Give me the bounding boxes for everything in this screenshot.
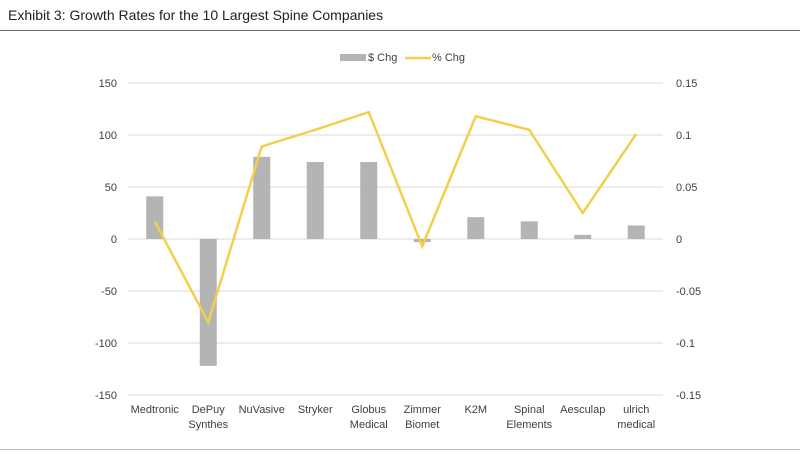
left-axis-tick-label: 50 xyxy=(105,182,117,194)
bar xyxy=(306,162,324,239)
bar xyxy=(253,156,271,239)
left-axis-tick-label: 0 xyxy=(111,234,117,246)
right-axis-tick-label: 0.1 xyxy=(676,130,691,142)
title-divider xyxy=(0,30,800,31)
left-axis-tick-label: -150 xyxy=(95,390,117,402)
right-axis-tick-label: -0.15 xyxy=(676,390,701,402)
legend: $ Chg % Chg xyxy=(340,52,465,64)
category-label: ulrich medical xyxy=(617,404,655,431)
legend-swatch-bar xyxy=(340,54,366,61)
legend-label: $ Chg xyxy=(368,52,397,64)
left-axis-tick-label: 150 xyxy=(99,78,117,90)
category-label: Globus Medical xyxy=(350,404,388,431)
right-axis-tick-label: -0.05 xyxy=(676,286,701,298)
left-axis-tick-label: -100 xyxy=(95,338,117,350)
bar xyxy=(574,234,592,239)
bar xyxy=(467,217,485,239)
line-series xyxy=(153,110,638,326)
category-label: Zimmer Biomet xyxy=(404,404,442,431)
right-axis-tick-label: 0 xyxy=(676,234,682,246)
right-axis-tick-label: -0.1 xyxy=(676,338,695,350)
left-axis-tick-label: -50 xyxy=(101,286,117,298)
bar-series xyxy=(146,156,645,366)
category-label: NuVasive xyxy=(239,404,285,416)
category-label: Stryker xyxy=(298,404,333,416)
category-label: Aesculap xyxy=(560,404,605,416)
category-label: K2M xyxy=(464,404,487,416)
right-axis-tick-label: 0.15 xyxy=(676,78,697,90)
exhibit-title: Exhibit 3: Growth Rates for the 10 Large… xyxy=(8,7,384,23)
bottom-divider xyxy=(0,449,800,450)
legend-label: % Chg xyxy=(432,52,465,64)
left-axis-tick-label: 100 xyxy=(99,130,117,142)
category-label: Medtronic xyxy=(131,404,180,416)
bar xyxy=(413,239,431,243)
right-axis-tick-label: 0.05 xyxy=(676,182,697,194)
category-labels: Medtronic DePuy Synthes NuVasive Stryker Glob… xyxy=(131,404,656,431)
bar xyxy=(199,239,217,366)
left-axis-ticks: 150 100 50 0 -50 -100 -150 xyxy=(95,78,117,402)
bar xyxy=(360,162,378,239)
category-label: Spinal Elements xyxy=(506,404,552,431)
pct-change-line xyxy=(153,110,638,326)
bar xyxy=(520,221,538,239)
right-axis-ticks: 0.15 0.1 0.05 0 -0.05 -0.1 -0.15 xyxy=(676,78,701,402)
category-label: DePuy Synthes xyxy=(188,404,228,431)
bar xyxy=(627,225,645,239)
